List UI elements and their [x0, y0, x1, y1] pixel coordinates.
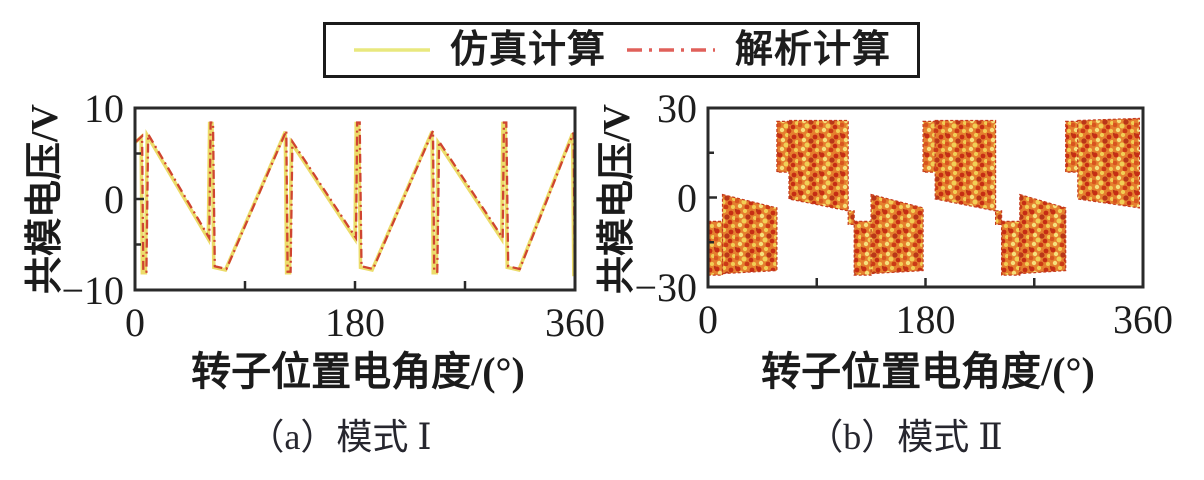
- x-tick-label: 0: [698, 297, 718, 342]
- chart-a-caption: （a）模式 Ⅰ: [248, 417, 432, 457]
- y-tick-label: −30: [634, 265, 697, 310]
- tick-marks: [706, 106, 1145, 289]
- voltage-band: [788, 119, 849, 212]
- voltage-band: [707, 220, 724, 276]
- y-tick-label: 0: [677, 176, 697, 221]
- legend-item-simulation: 仿真计算: [352, 31, 606, 69]
- voltage-band: [776, 120, 790, 173]
- y-tick-label: −10: [61, 268, 124, 313]
- voltage-band: [934, 119, 997, 212]
- x-tick-label: 360: [545, 300, 605, 345]
- voltage-band: [1000, 220, 1021, 276]
- voltage-band: [1077, 117, 1141, 209]
- dashdot-line-sample-icon: [626, 48, 715, 52]
- pwm-voltage-bands: [707, 117, 1141, 276]
- legend-label-simulation: 仿真计算: [450, 29, 607, 71]
- analytical-line: [135, 121, 576, 275]
- x-tick-label: 360: [1113, 297, 1173, 342]
- chart-b-x-axis-label: 转子位置电角度/(°): [761, 349, 1095, 394]
- chart-b-y-axis-label: 共模电压/V: [596, 104, 638, 295]
- voltage-band: [870, 193, 924, 275]
- solid-line-sample-icon: [354, 48, 430, 52]
- y-tick-label: 30: [657, 86, 697, 131]
- voltage-band: [1019, 193, 1067, 275]
- x-tick-label: 180: [325, 300, 385, 345]
- legend-item-analytical: 解析计算: [625, 31, 891, 69]
- x-tick-label: 180: [896, 297, 956, 342]
- voltage-band: [1065, 120, 1079, 173]
- legend: 仿真计算 解析计算: [323, 22, 920, 78]
- chart-a-y-axis-label: 共模电压/V: [24, 104, 66, 295]
- y-tick-label: 10: [84, 86, 124, 131]
- voltage-band: [853, 220, 872, 276]
- x-tick-label: 0: [125, 300, 145, 345]
- voltage-band: [922, 120, 936, 173]
- tick-marks: [133, 106, 577, 292]
- voltage-band: [994, 210, 1003, 225]
- chart-b-caption: （b）模式 Ⅱ: [807, 417, 1003, 457]
- y-tick-label: 0: [104, 177, 124, 222]
- voltage-band: [721, 193, 778, 275]
- chart-a-x-axis-label: 转子位置电角度/(°): [191, 349, 525, 394]
- voltage-band: [847, 210, 855, 225]
- legend-label-analytical: 解析计算: [734, 29, 891, 71]
